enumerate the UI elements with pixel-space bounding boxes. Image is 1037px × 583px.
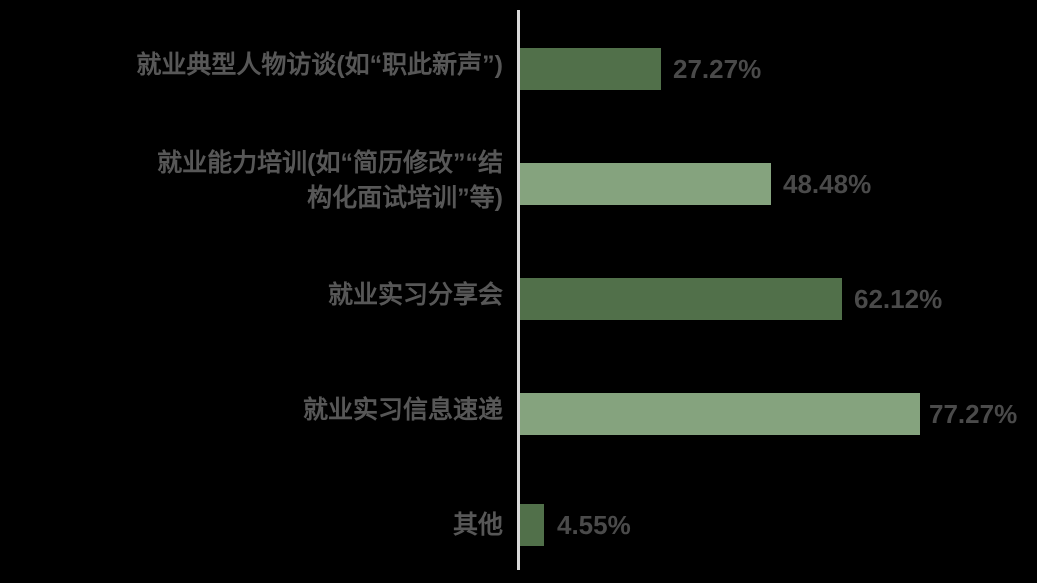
bar-segment (520, 278, 842, 320)
bar-row: 就业典型人物访谈(如“职此新声”) 27.27% (0, 0, 1037, 115)
bar-segment (520, 393, 920, 435)
bar-segment (520, 504, 544, 546)
category-label: 就业实习信息速递 (8, 393, 503, 428)
category-label-line: 就业实习分享会 (327, 281, 503, 309)
category-label-line: 构化面试培训”等) (307, 183, 503, 212)
bar-value-label: 48.48% (783, 169, 872, 199)
bar-row: 其他 4.55% (0, 460, 1037, 575)
bar-row: 就业实习信息速递 77.27% (0, 345, 1037, 460)
category-label: 其他 (8, 508, 503, 543)
category-label: 就业典型人物访谈(如“职此新声”) (8, 48, 503, 83)
bar-row: 就业实习分享会 62.12% (0, 230, 1037, 345)
bar-value-label: 4.55% (557, 510, 631, 540)
category-label-line: 就业实习信息速递 (302, 396, 503, 424)
category-label-line: 其他 (452, 511, 503, 539)
bar-segment (520, 163, 771, 205)
category-label: 就业能力培训(如“简历修改”“结 构化面试培训”等) (8, 146, 503, 215)
bar-value-label: 27.27% (673, 54, 762, 84)
y-axis-line (517, 10, 520, 570)
bar-value-label: 77.27% (929, 399, 1018, 429)
bar-segment (520, 48, 661, 90)
bar-value-label: 62.12% (854, 284, 943, 314)
bar-row: 就业能力培训(如“简历修改”“结 构化面试培训”等) 48.48% (0, 115, 1037, 230)
category-label: 就业实习分享会 (8, 278, 503, 313)
category-label-line: 就业能力培训(如“简历修改”“结 (157, 149, 503, 177)
category-label-line: 就业典型人物访谈(如“职此新声”) (136, 51, 503, 79)
